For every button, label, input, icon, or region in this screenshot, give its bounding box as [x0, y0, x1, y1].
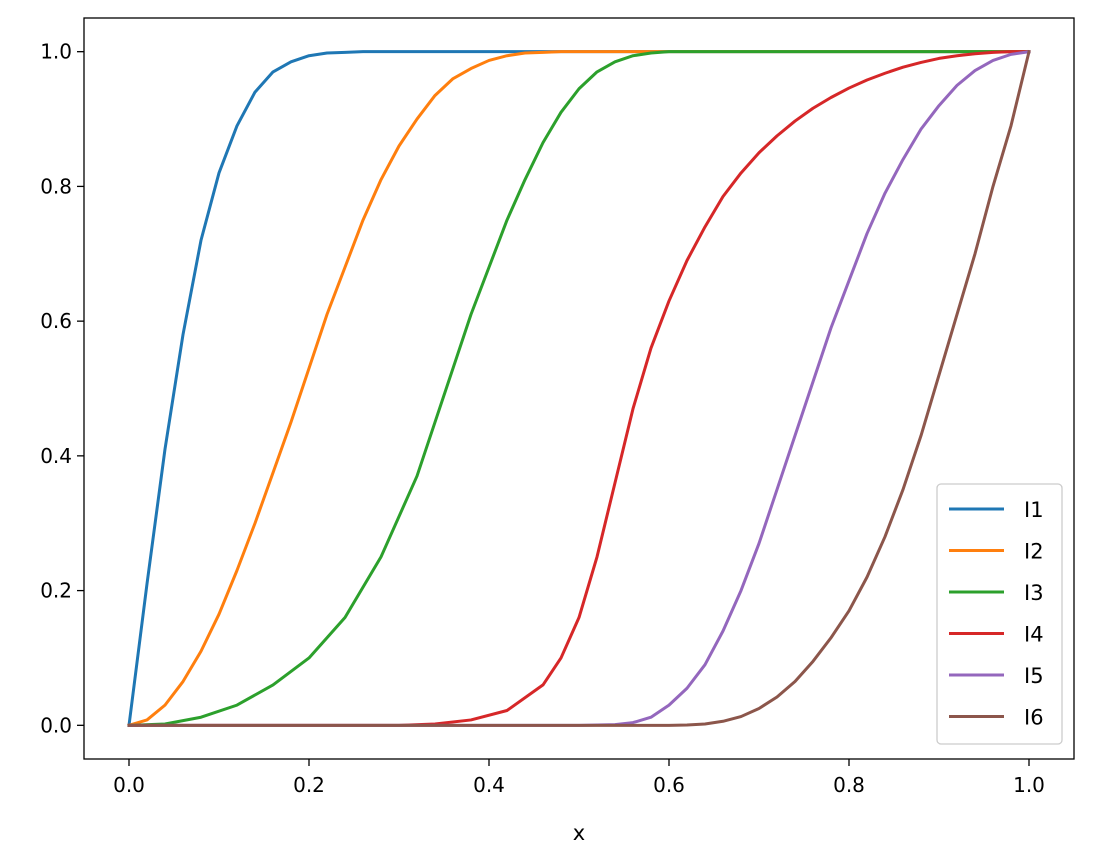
- x-axis: 0.0 0.2 0.4 0.6 0.8 1.0: [113, 759, 1045, 797]
- y-tick-label: 0.0: [40, 713, 72, 737]
- series-lines: [127, 49, 1031, 728]
- legend-label-I2: I2: [1024, 540, 1044, 564]
- plot-frame: [83, 17, 1075, 760]
- legend-label-I4: I4: [1024, 623, 1044, 647]
- x-tick-label: 0.6: [653, 773, 685, 797]
- x-tick-label: 0.4: [473, 773, 505, 797]
- x-axis-label: x: [573, 821, 585, 845]
- x-tick-label: 0.0: [113, 773, 145, 797]
- series-line-I4: [127, 50, 1031, 727]
- x-tick-label: 0.2: [293, 773, 325, 797]
- y-tick-label: 0.8: [40, 174, 72, 198]
- x-tick-label: 0.8: [833, 773, 865, 797]
- legend-label-I6: I6: [1024, 706, 1044, 730]
- series-line-I1: [127, 50, 1031, 727]
- legend-label-I1: I1: [1024, 498, 1044, 522]
- y-tick-label: 0.6: [40, 309, 72, 333]
- legend-label-I5: I5: [1024, 664, 1044, 688]
- series-line-I3: [127, 50, 1031, 727]
- series-line-I2: [127, 50, 1031, 728]
- y-tick-label: 1.0: [40, 40, 72, 64]
- series-line-I6: [127, 49, 1031, 727]
- x-tick-label: 1.0: [1013, 773, 1045, 797]
- plot-background: [84, 18, 1074, 759]
- legend-label-I3: I3: [1024, 581, 1044, 605]
- y-tick-label: 0.4: [40, 444, 72, 468]
- legend: I1 I2 I3 I4 I5 I6: [936, 483, 1063, 745]
- y-tick-label: 0.2: [40, 579, 72, 603]
- y-axis: 0.0 0.2 0.4 0.6 0.8 1.0: [40, 40, 84, 737]
- series-line-I5: [127, 49, 1031, 727]
